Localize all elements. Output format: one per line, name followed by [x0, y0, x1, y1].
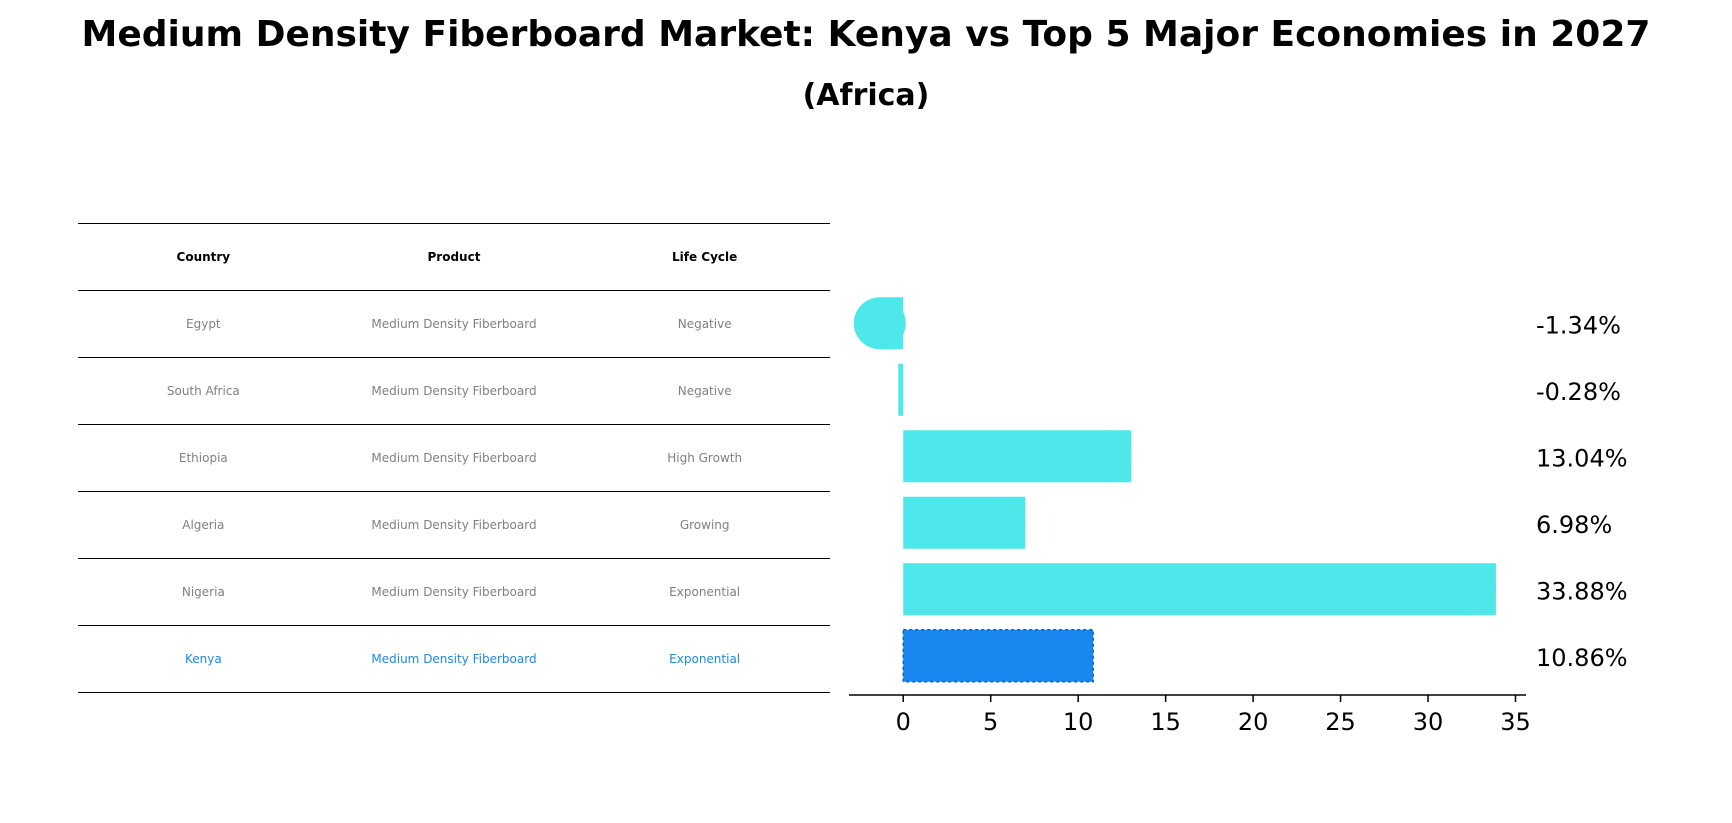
table-row: Nigeria Medium Density Fiberboard Expone… — [78, 558, 830, 626]
bar-cap-ethiopia — [1079, 430, 1132, 483]
value-label-nigeria: 33.88% — [1536, 577, 1628, 605]
x-tick-label-30: 30 — [1413, 708, 1444, 736]
bar-cap-egypt — [853, 297, 906, 350]
bar-cap-nigeria — [1443, 563, 1496, 616]
cell-country: Nigeria — [78, 558, 329, 626]
x-tick-label-15: 15 — [1150, 708, 1181, 736]
info-table: Country Product Life Cycle Egypt Medium … — [78, 223, 830, 693]
cell-product: Medium Density Fiberboard — [328, 290, 580, 358]
chart-title: Medium Density Fiberboard Market: Kenya … — [81, 14, 1651, 55]
cell-country: Egypt — [78, 290, 329, 358]
value-label-south-africa: -0.28% — [1536, 378, 1621, 406]
table-row: Egypt Medium Density Fiberboard Negative — [78, 290, 830, 358]
cell-product: Medium Density Fiberboard — [328, 491, 580, 559]
x-tick-label-10: 10 — [1063, 708, 1094, 736]
cell-life-cycle: Negative — [579, 290, 830, 358]
value-label-kenya: 10.86% — [1536, 644, 1628, 672]
cell-country: Algeria — [78, 491, 329, 559]
bar-nigeria — [903, 563, 1496, 616]
bar-cap-kenya — [1041, 629, 1094, 682]
value-label-ethiopia: 13.04% — [1536, 444, 1628, 472]
header-life-cycle: Life Cycle — [579, 223, 830, 291]
header-country: Country — [78, 223, 329, 291]
cell-life-cycle: Negative — [579, 357, 830, 425]
table-row: Algeria Medium Density Fiberboard Growin… — [78, 491, 830, 559]
x-tick-label-25: 25 — [1325, 708, 1356, 736]
table-row: Ethiopia Medium Density Fiberboard High … — [78, 424, 830, 492]
cell-product: Medium Density Fiberboard — [328, 625, 580, 693]
cell-life-cycle: High Growth — [579, 424, 830, 492]
x-tick-label-0: 0 — [896, 708, 911, 736]
cell-country: Kenya — [78, 625, 329, 693]
bar-outline-kenya — [902, 629, 1094, 683]
x-tick-label-20: 20 — [1238, 708, 1269, 736]
value-label-egypt: -1.34% — [1536, 311, 1621, 339]
cell-country: Ethiopia — [78, 424, 329, 492]
table-row-highlight: Kenya Medium Density Fiberboard Exponent… — [78, 625, 830, 693]
cell-life-cycle: Exponential — [579, 558, 830, 626]
cell-product: Medium Density Fiberboard — [328, 357, 580, 425]
x-tick-label-5: 5 — [983, 708, 998, 736]
table-header-row: Country Product Life Cycle — [78, 223, 830, 291]
bar-cap-algeria — [973, 496, 1026, 549]
cell-country: South Africa — [78, 357, 329, 425]
value-label-algeria: 6.98% — [1536, 511, 1612, 539]
bar-south-africa — [898, 363, 904, 416]
header-product: Product — [328, 223, 580, 291]
x-tick-label-35: 35 — [1500, 708, 1531, 736]
table-row: South Africa Medium Density Fiberboard N… — [78, 357, 830, 425]
cell-life-cycle: Growing — [579, 491, 830, 559]
cell-life-cycle: Exponential — [579, 625, 830, 693]
chart-subtitle: (Africa) — [802, 78, 930, 113]
cell-product: Medium Density Fiberboard — [328, 424, 580, 492]
cell-product: Medium Density Fiberboard — [328, 558, 580, 626]
